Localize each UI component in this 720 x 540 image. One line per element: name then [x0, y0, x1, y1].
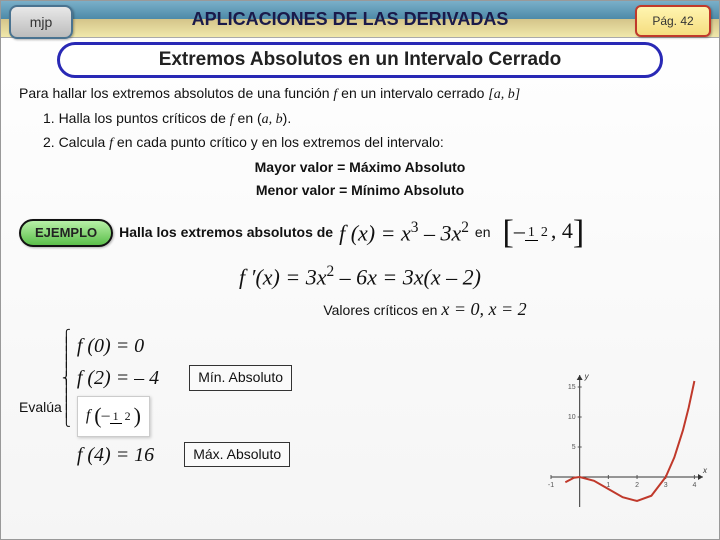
eval-r3-num: 1 — [110, 409, 122, 424]
int-den: 2 — [538, 225, 551, 240]
section-title: Extremos Absolutos en un Intervalo Cerra… — [57, 42, 663, 78]
eval-r3-f: f — [86, 407, 90, 424]
svg-text:5: 5 — [572, 444, 576, 451]
f-mid: – 3x — [418, 220, 461, 245]
int-num: 1 — [525, 225, 538, 241]
svg-text:2: 2 — [635, 482, 639, 489]
author-badge: mjp — [9, 5, 73, 39]
f-lhs: f (x) = x — [339, 220, 411, 245]
critical-values-line: Valores críticos en x = 0, x = 2 — [19, 297, 701, 322]
rbracket: ] — [573, 214, 584, 251]
eval-r3-den: 2 — [122, 409, 134, 423]
eval-half-formula: f (–12) — [77, 396, 150, 437]
deriv-mid: – 6x = 3x(x – 2) — [334, 264, 481, 289]
svg-text:15: 15 — [568, 384, 576, 391]
intro-interval: [a, b] — [488, 87, 520, 102]
example-prompt: Halla los extremos absolutos de — [119, 223, 333, 243]
intro-text-1: Para hallar los extremos absolutos de un… — [19, 85, 333, 101]
derivative-line: f ′(x) = 3x2 – 6x = 3x(x – 2) — [19, 261, 701, 293]
page-number-badge: Pág. 42 — [635, 5, 711, 37]
eval-r2: f (2) = – 4 — [77, 364, 159, 392]
evaluate-label: Evalúa — [19, 328, 62, 418]
svg-text:x: x — [702, 466, 708, 475]
step1-d: ). — [283, 110, 292, 126]
deriv-lhs: f ′(x) = 3x — [239, 264, 326, 289]
big-brace-icon: ⎧⎪⎪⎪⎪⎨⎪⎪⎪⎪⎩ — [62, 328, 71, 424]
eval-row-half: f (–12) — [77, 396, 292, 437]
crit-label: Valores críticos en — [323, 302, 441, 318]
example-in: en — [475, 223, 491, 243]
int-neg: – — [514, 218, 525, 243]
step1-b: en ( — [234, 110, 262, 126]
eval-r4: f (4) = 16 — [77, 441, 154, 469]
summary-max: Mayor valor = Máximo Absoluto — [19, 158, 701, 178]
svg-text:3: 3 — [664, 482, 668, 489]
step1-c: a, b — [262, 112, 283, 127]
eval-row-4: f (4) = 16 Máx. Absoluto — [77, 441, 292, 469]
crit-vals: x = 0, x = 2 — [441, 299, 526, 319]
summary-min: Menor valor = Mínimo Absoluto — [19, 181, 701, 201]
step-2: 2. Calcula f en cada punto crítico y en … — [19, 133, 701, 154]
intro-line: Para hallar los extremos absolutos de un… — [19, 84, 701, 105]
svg-text:y: y — [584, 372, 590, 381]
example-line: EJEMPLO Halla los extremos absolutos de … — [19, 209, 701, 257]
eval-r1: f (0) = 0 — [77, 332, 144, 360]
svg-text:10: 10 — [568, 414, 576, 421]
svg-text:-1: -1 — [548, 482, 554, 489]
svg-text:4: 4 — [692, 482, 696, 489]
intro-text-2: en un intervalo cerrado — [337, 85, 488, 101]
step1-a: 1. Halla los puntos críticos de — [43, 110, 230, 126]
f-e2: 2 — [461, 219, 469, 236]
max-absolute-box: Máx. Absoluto — [184, 442, 290, 468]
evaluation-rows: f (0) = 0 f (2) = – 4 Mín. Absoluto f (–… — [77, 328, 292, 473]
slide: mjp APLICACIONES DE LAS DERIVADAS Pág. 4… — [0, 0, 720, 540]
int-comma: , 4 — [551, 218, 573, 243]
step2-b: en cada punto crítico y en los extremos … — [113, 134, 444, 150]
step2-a: 2. Calcula — [43, 134, 109, 150]
eval-row-2: f (2) = – 4 Mín. Absoluto — [77, 364, 292, 392]
page-title: APLICACIONES DE LAS DERIVADAS — [1, 9, 719, 30]
eval-r3-neg: – — [102, 407, 110, 424]
example-badge: EJEMPLO — [19, 219, 113, 247]
example-interval: [–12, 4] — [502, 209, 584, 257]
header-bar: mjp APLICACIONES DE LAS DERIVADAS Pág. 4… — [1, 1, 719, 38]
step-1: 1. Halla los puntos críticos de f en (a,… — [19, 109, 701, 130]
function-graph: -1123451015xy — [529, 369, 709, 529]
eval-row-0: f (0) = 0 — [77, 332, 292, 360]
min-absolute-box: Mín. Absoluto — [189, 365, 292, 391]
lbracket: [ — [502, 214, 513, 251]
example-function: f (x) = x3 – 3x2 — [339, 217, 469, 249]
